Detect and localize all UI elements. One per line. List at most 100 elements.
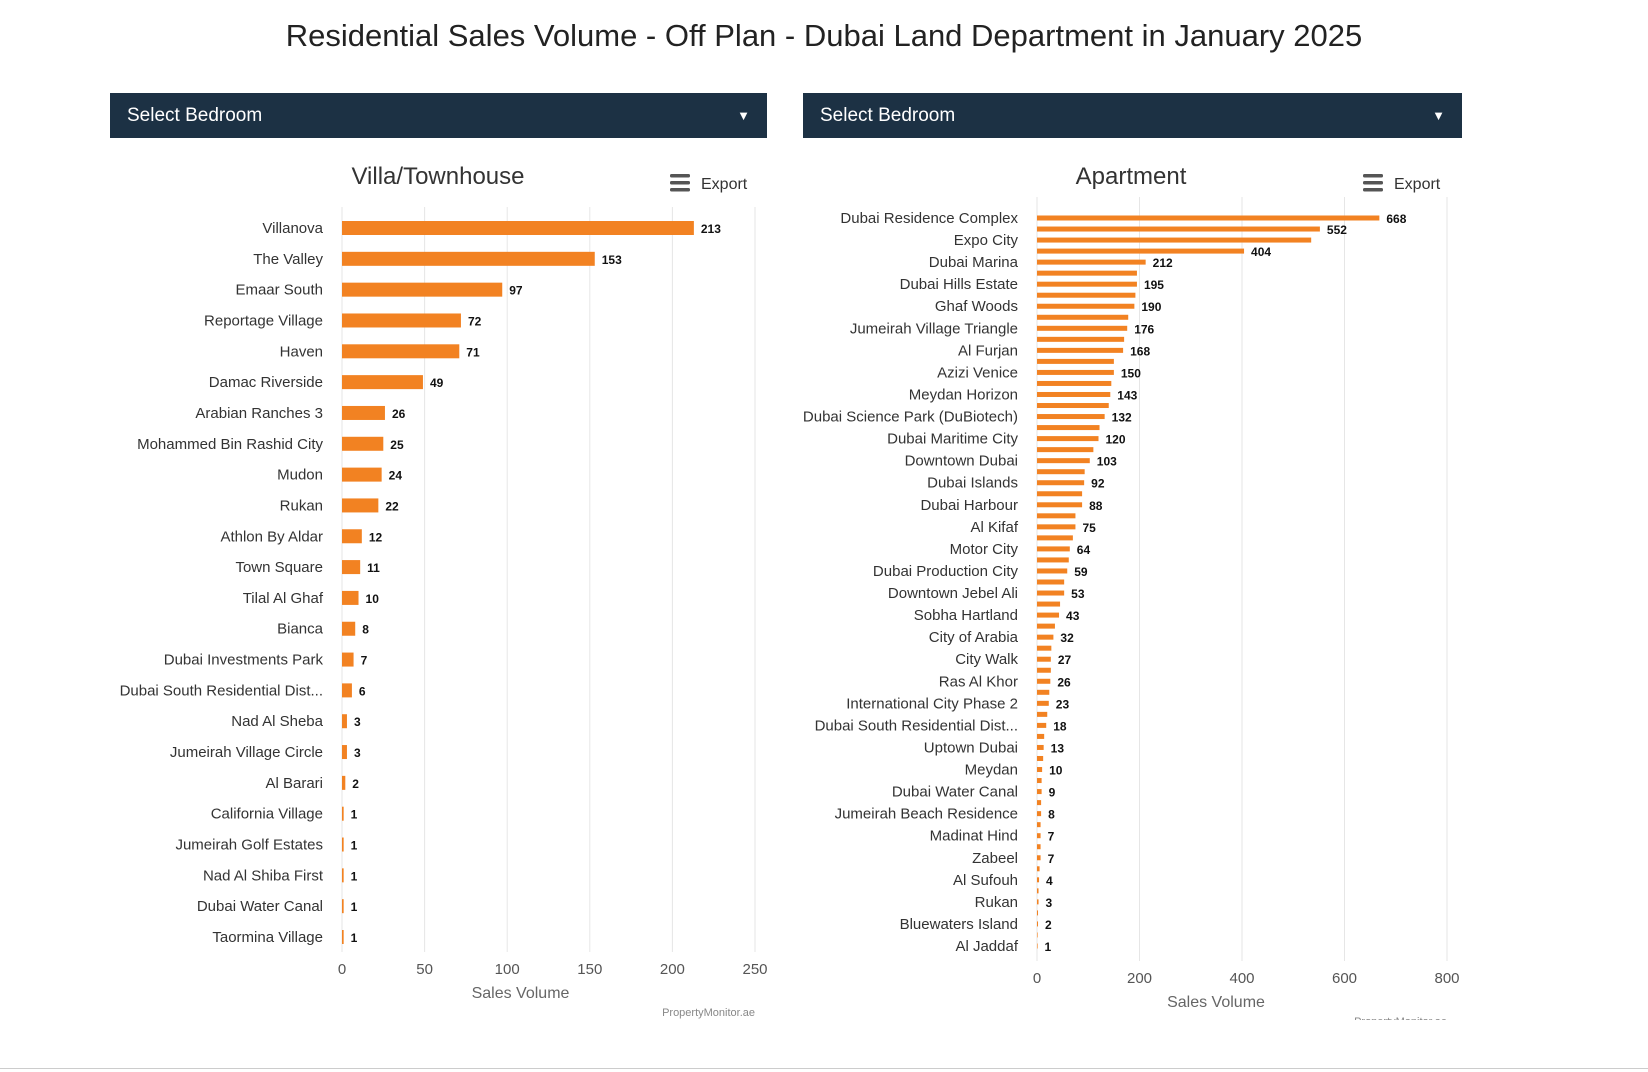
bar[interactable] (1037, 800, 1042, 806)
bar[interactable] (1037, 369, 1114, 375)
bar[interactable] (1037, 700, 1049, 706)
bar[interactable] (1037, 789, 1042, 795)
bar[interactable] (1037, 678, 1051, 684)
bar[interactable] (1037, 380, 1112, 386)
bar[interactable] (342, 837, 344, 852)
bar[interactable] (1037, 358, 1114, 364)
bar[interactable] (342, 745, 347, 760)
bar[interactable] (342, 436, 384, 451)
bar[interactable] (342, 621, 356, 636)
bar[interactable] (1037, 866, 1040, 872)
bar[interactable] (1037, 226, 1320, 232)
bar[interactable] (1037, 767, 1043, 773)
bar[interactable] (1037, 811, 1042, 817)
bar[interactable] (1037, 778, 1042, 784)
bar[interactable] (1037, 722, 1047, 728)
bar[interactable] (1037, 336, 1125, 342)
credit-link[interactable]: PropertyMonitor.ae (1354, 1016, 1447, 1020)
bar[interactable] (342, 251, 595, 266)
bar[interactable] (1037, 535, 1073, 541)
bar[interactable] (342, 775, 346, 790)
export-button[interactable]: Export (1363, 174, 1441, 193)
export-button[interactable]: Export (670, 174, 748, 193)
bar[interactable] (1037, 270, 1137, 276)
bar[interactable] (1037, 910, 1039, 916)
bar[interactable] (1037, 943, 1038, 949)
bar[interactable] (1037, 932, 1038, 938)
bar[interactable] (1037, 855, 1041, 861)
bar[interactable] (1037, 612, 1060, 618)
bar[interactable] (1037, 888, 1039, 894)
bar[interactable] (1037, 546, 1070, 552)
bar[interactable] (1037, 899, 1039, 905)
bar[interactable] (1037, 733, 1045, 739)
bar[interactable] (1037, 656, 1051, 662)
bar[interactable] (1037, 281, 1137, 287)
bar[interactable] (1037, 667, 1051, 673)
bar[interactable] (1037, 833, 1041, 839)
bar[interactable] (1037, 844, 1041, 850)
category-label: Emaar South (235, 282, 323, 299)
bar[interactable] (342, 714, 347, 729)
bar[interactable] (1037, 579, 1065, 585)
bar[interactable] (1037, 458, 1090, 464)
bar[interactable] (1037, 491, 1083, 497)
bar[interactable] (342, 344, 460, 359)
bar[interactable] (1037, 590, 1065, 596)
bar[interactable] (342, 899, 344, 914)
bedroom-select-villa[interactable]: Select Bedroom ▼ (110, 93, 767, 138)
bar[interactable] (1037, 921, 1039, 927)
category-label: California Village (211, 806, 323, 823)
bar[interactable] (342, 560, 361, 575)
bar[interactable] (1037, 314, 1129, 320)
bar[interactable] (1037, 822, 1041, 828)
bar[interactable] (1037, 469, 1085, 475)
bar[interactable] (1037, 513, 1076, 519)
bar[interactable] (342, 467, 382, 482)
bar[interactable] (1037, 623, 1055, 629)
bar[interactable] (1037, 689, 1050, 695)
bar[interactable] (1037, 325, 1128, 331)
bar[interactable] (1037, 347, 1124, 353)
bar[interactable] (1037, 425, 1100, 431)
bar[interactable] (342, 313, 461, 328)
bar[interactable] (1037, 403, 1109, 409)
bar[interactable] (1037, 391, 1111, 397)
bedroom-select-apartment[interactable]: Select Bedroom ▼ (803, 93, 1462, 138)
bar[interactable] (1037, 292, 1136, 298)
bar[interactable] (1037, 259, 1146, 265)
bar[interactable] (1037, 557, 1069, 563)
bar[interactable] (1037, 645, 1052, 651)
bar[interactable] (342, 282, 503, 297)
chart-title: Villa/Townhouse (351, 163, 524, 190)
bar[interactable] (1037, 414, 1105, 420)
bar[interactable] (342, 221, 694, 235)
bar[interactable] (342, 405, 385, 420)
bar[interactable] (1037, 248, 1245, 254)
bar[interactable] (342, 375, 423, 390)
bar[interactable] (1037, 480, 1085, 486)
credit-link[interactable]: PropertyMonitor.ae (662, 1007, 755, 1019)
bar[interactable] (1037, 601, 1061, 607)
bar[interactable] (342, 930, 344, 944)
bar[interactable] (342, 806, 344, 821)
bar[interactable] (342, 868, 344, 883)
bar[interactable] (1037, 303, 1135, 309)
bar[interactable] (1037, 755, 1044, 761)
bar[interactable] (1037, 502, 1083, 508)
bar[interactable] (1037, 711, 1048, 717)
bar[interactable] (1037, 877, 1040, 883)
bar[interactable] (1037, 237, 1312, 243)
bar[interactable] (342, 590, 359, 605)
bar[interactable] (1037, 436, 1099, 442)
bar[interactable] (1037, 524, 1076, 530)
bar[interactable] (342, 683, 352, 698)
bar[interactable] (1037, 568, 1068, 574)
bar[interactable] (342, 529, 362, 544)
bar[interactable] (1037, 447, 1094, 453)
bar[interactable] (1037, 744, 1044, 750)
bar[interactable] (342, 498, 379, 513)
bar[interactable] (342, 652, 354, 667)
bar[interactable] (1037, 634, 1054, 640)
bar[interactable] (1037, 215, 1380, 221)
